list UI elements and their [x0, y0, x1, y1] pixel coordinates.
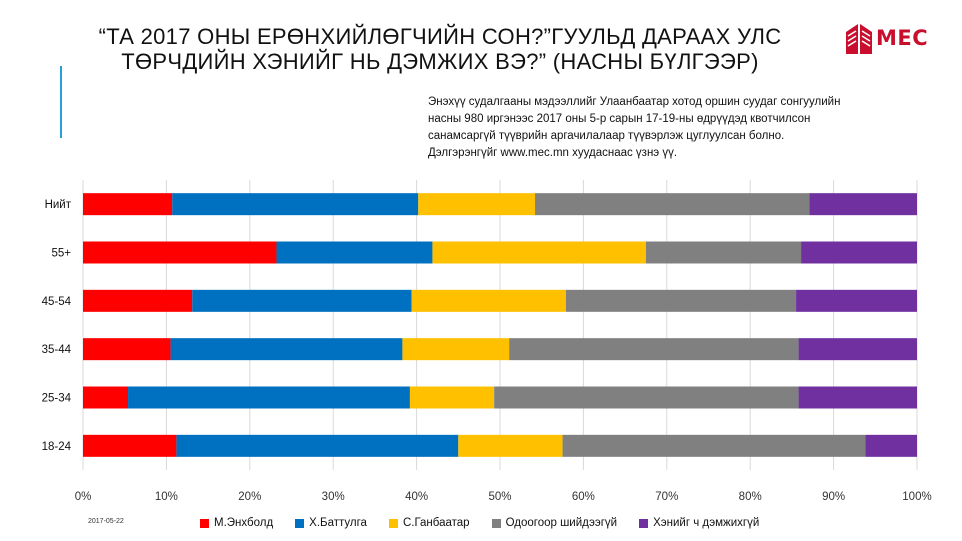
x-tick-label: 30%: [322, 491, 345, 503]
x-tick-label: 0%: [75, 491, 92, 503]
legend-label: Х.Баттулга: [309, 517, 367, 529]
bar-segment: [172, 193, 419, 216]
bar-segment: [276, 241, 433, 264]
bar-segment: [565, 289, 797, 312]
x-tick-label: 90%: [822, 491, 845, 503]
note-line-3: санамсаргүй түүврийн аргачилалаар түүвэр…: [428, 130, 785, 142]
legend-swatch: [639, 518, 649, 528]
note-line-2: насны 980 иргэнээс 2017 оны 5-р сарын 17…: [428, 113, 811, 125]
legend-label: Хэнийг ч дэмжихгүй: [653, 517, 760, 529]
bar-segment: [796, 289, 917, 312]
legend-item: С.Ганбаатар: [388, 517, 470, 529]
bar-segment: [176, 434, 459, 457]
legend-item: Одоогоор шийдээгүй: [491, 517, 618, 529]
x-tick-label: 10%: [155, 491, 178, 503]
bar-segment: [128, 386, 410, 409]
bar-segment: [170, 338, 403, 361]
bar-segment: [809, 193, 917, 216]
accent-line: [60, 66, 62, 138]
category-label: Нийт: [45, 199, 72, 211]
x-tick-label: 20%: [238, 491, 261, 503]
note-line-1: Энэхүү судалгааны мэдээллийг Улаанбаатар…: [428, 96, 841, 108]
legend-swatch: [295, 518, 305, 528]
bar-segment: [83, 289, 193, 312]
bar-segment: [798, 338, 917, 361]
x-tick-label: 60%: [572, 491, 595, 503]
legend-item: Хэнийг ч дэмжихгүй: [639, 517, 759, 529]
bar-segment: [409, 386, 495, 409]
slide-date: 2017-05-22: [88, 518, 124, 525]
slide-title-line-1: “ТА 2017 ОНЫ ЕРӨНХИЙЛӨГЧИЙН СОН?”ГУУЛЬД …: [98, 24, 782, 49]
bar-segment: [801, 241, 917, 264]
legend-swatch: [388, 518, 398, 528]
bar-segment: [83, 434, 177, 457]
bar-segment: [509, 338, 799, 361]
chart-legend: М.Энхболд Х.Баттулга С.Ганбаатар Одоогоор ш…: [200, 515, 781, 531]
bar-segment: [432, 241, 646, 264]
legend-item: Х.Баттулга: [295, 517, 367, 529]
methodology-note: Энэхүү судалгааны мэдээллийг Улаанбаатар…: [428, 94, 928, 162]
x-tick-label: 50%: [488, 491, 511, 503]
bar-segment: [192, 289, 412, 312]
mec-logo: MEC: [844, 22, 934, 58]
bar-segment: [83, 386, 129, 409]
x-tick-label: 80%: [739, 491, 762, 503]
bar-segment: [458, 434, 563, 457]
legend-label: Одоогоор шийдээгүй: [505, 517, 618, 529]
category-label: 35-44: [42, 344, 72, 356]
bar-segment: [83, 193, 173, 216]
legend-swatch: [491, 518, 501, 528]
mec-logo-icon: [846, 24, 872, 54]
bar-segment: [83, 338, 171, 361]
note-line-4: Дэлгэрэнгүйг www.mec.mn хуудаснаас үзнэ …: [428, 147, 678, 159]
x-tick-label: 70%: [655, 491, 678, 503]
x-tick-label: 100%: [902, 491, 931, 503]
bar-segment: [494, 386, 799, 409]
bar-segment: [798, 386, 917, 409]
legend-label: М.Энхболд: [214, 517, 274, 529]
category-label: 45-54: [42, 296, 72, 308]
slide-title-line-2: ТӨРЧДИЙН ХЭНИЙГ НЬ ДЭМЖИХ ВЭ?” (НАСНЫ БҮ…: [121, 49, 759, 74]
legend-item: М.Энхболд: [200, 517, 273, 529]
bar-segment: [865, 434, 917, 457]
legend-swatch: [200, 518, 209, 528]
bar-segment: [562, 434, 866, 457]
bar-segment: [645, 241, 802, 264]
bar-segment: [83, 241, 277, 264]
bar-segment: [411, 289, 566, 312]
bar-segment: [402, 338, 510, 361]
mec-logo-text: MEC: [876, 26, 929, 50]
bar-segment: [418, 193, 536, 216]
legend-label: С.Ганбаатар: [402, 517, 470, 529]
bar-segment: [535, 193, 810, 216]
x-tick-label: 40%: [405, 491, 428, 503]
category-label: 25-34: [42, 393, 72, 405]
category-label: 18-24: [42, 441, 72, 453]
slide-title: “ТА 2017 ОНЫ ЕРӨНХИЙЛӨГЧИЙН СОН?”ГУУЛЬД …: [60, 24, 820, 74]
category-label: 55+: [51, 248, 71, 260]
